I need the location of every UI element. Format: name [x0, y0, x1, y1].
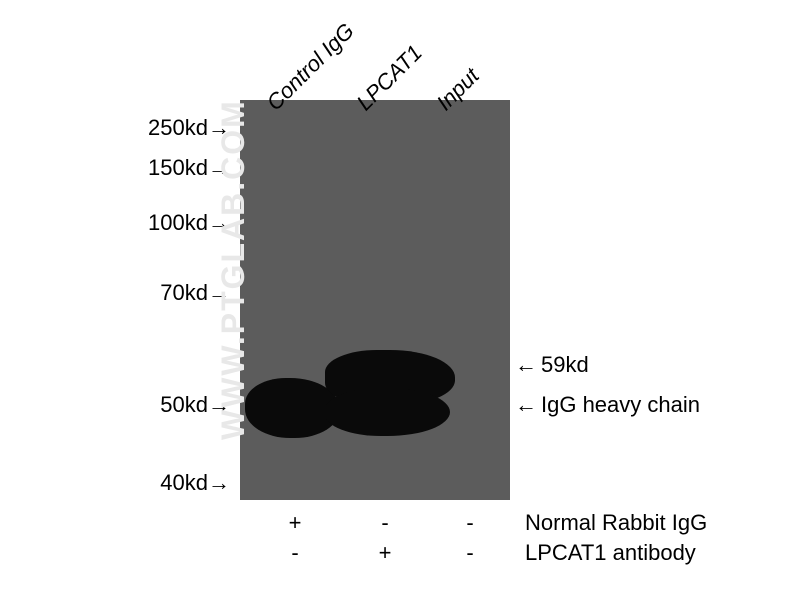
legend-text-rabbit-igg: Normal Rabbit IgG — [525, 510, 707, 536]
legend-symbol: - — [345, 510, 425, 536]
legend-symbol: - — [430, 510, 510, 536]
blot-membrane — [240, 100, 510, 500]
band-label-igg-text: IgG heavy chain — [541, 392, 700, 417]
mw-marker-100: 100kd→ — [148, 210, 230, 236]
legend-symbol: - — [430, 540, 510, 566]
band-label-59kd-text: 59kd — [541, 352, 589, 377]
mw-marker-150: 150kd→ — [148, 155, 230, 181]
legend-symbol: + — [255, 510, 335, 536]
legend-symbol: - — [255, 540, 335, 566]
legend-text-lpcat1-ab: LPCAT1 antibody — [525, 540, 696, 566]
legend-symbol: + — [345, 540, 425, 566]
mw-marker-70: 70kd→ — [160, 280, 230, 306]
arrow-left-icon: ← — [515, 352, 537, 378]
mw-marker-40: 40kd→ — [160, 470, 230, 496]
western-blot-figure: WWW.PTGLAB.COM Control IgG LPCAT1 Input … — [80, 20, 720, 580]
mw-marker-50: 50kd→ — [160, 392, 230, 418]
mw-marker-250: 250kd→ — [148, 115, 230, 141]
band-label-59kd: ←59kd — [515, 352, 589, 378]
band-blob-igg-heavy — [325, 388, 450, 436]
band-label-igg: ←IgG heavy chain — [515, 392, 700, 418]
arrow-left-icon: ← — [515, 392, 537, 418]
